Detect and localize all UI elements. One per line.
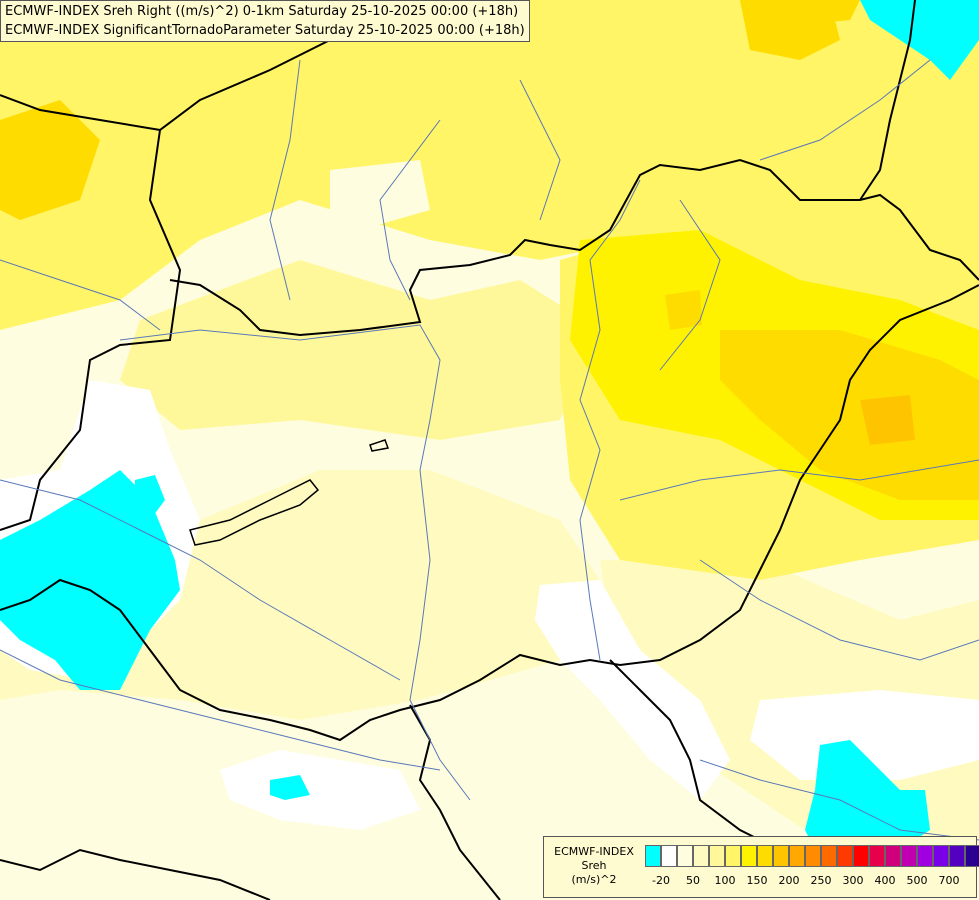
legend-tick-label: 150: [746, 874, 768, 887]
field-yellow-center: [120, 260, 600, 440]
legend-tick-label: 300: [842, 874, 864, 887]
country-border-sw: [0, 848, 271, 900]
legend-swatch: [933, 845, 949, 867]
river-ne: [759, 59, 931, 161]
lake-outline: [189, 479, 320, 546]
legend-swatch: [677, 845, 693, 867]
river-se: [699, 759, 979, 841]
legend-swatch: [901, 845, 917, 867]
legend-tick-label: 200: [778, 874, 800, 887]
legend-swatch: [821, 845, 837, 867]
legend-swatch: [741, 845, 757, 867]
title-line-stp: ECMWF-INDEX SignificantTornadoParameter …: [5, 23, 525, 38]
legend-swatch: [949, 845, 965, 867]
legend-label-variable: Sreh: [581, 859, 607, 872]
field-cyan-west-small: [135, 475, 165, 520]
legend-swatch: [789, 845, 805, 867]
legend-swatch: [773, 845, 789, 867]
legend-swatch: [693, 845, 709, 867]
legend-swatch: [757, 845, 773, 867]
field-orange-east: [860, 395, 915, 445]
field-cyan-west: [0, 470, 180, 690]
legend-swatch: [725, 845, 741, 867]
legend-tick-label: 250: [810, 874, 832, 887]
river-east-1: [619, 459, 979, 501]
legend-swatch: [805, 845, 821, 867]
field-white-north: [330, 160, 430, 230]
country-border-ne: [859, 0, 916, 201]
field-white-se: [750, 690, 979, 780]
river-north-1: [269, 59, 301, 301]
river-east-3: [659, 199, 721, 371]
legend-swatch: [869, 845, 885, 867]
legend-tick-label: 100: [714, 874, 736, 887]
color-legend: ECMWF-INDEX Sreh (m/s)^2 -20 50 100 150 200 2…: [543, 836, 979, 898]
field-cyan-ne: [860, 0, 979, 80]
field-gold-northwest: [0, 100, 100, 220]
river-north-3: [519, 79, 561, 221]
river-sava: [0, 649, 441, 771]
legend-label: ECMWF-INDEX Sreh (m/s)^2: [548, 845, 640, 887]
legend-swatch: [709, 845, 725, 867]
rivers: [0, 59, 979, 841]
river-north-2: [379, 119, 441, 301]
country-border-east: [0, 284, 979, 742]
legend-swatch: [661, 845, 677, 867]
map-title-box: ECMWF-INDEX Sreh Right ((m/s)^2) 0-1km S…: [0, 0, 530, 42]
field-white-sw: [220, 750, 420, 830]
legend-tick-label: -20: [652, 874, 670, 887]
country-border-west: [0, 94, 182, 531]
legend-label-source: ECMWF-INDEX: [554, 845, 634, 858]
field-gold-east: [720, 330, 979, 500]
legend-tick-label: 400: [874, 874, 896, 887]
legend-swatch: [645, 845, 661, 867]
field-cyan-se: [805, 740, 930, 860]
lake-outline-small: [369, 439, 390, 452]
legend-tick-label: 50: [686, 874, 700, 887]
legend-swatch: [917, 845, 933, 867]
field-gold-ne: [780, 0, 860, 25]
legend-ticks: -20 50 100 150 200 250 300 400 500 700: [645, 874, 975, 890]
field-cyan-south: [270, 775, 310, 800]
legend-swatch: [885, 845, 901, 867]
legend-swatch: [965, 845, 979, 867]
legend-label-unit: (m/s)^2: [571, 873, 617, 886]
country-border-se: [609, 659, 761, 841]
legend-swatches: [645, 845, 979, 867]
field-orange-center: [665, 290, 702, 330]
river-tisza: [579, 179, 641, 661]
river-drava: [0, 479, 401, 681]
country-border-central-north: [169, 158, 979, 337]
river-west: [0, 259, 161, 331]
legend-swatch: [837, 845, 853, 867]
field-white-south: [535, 580, 730, 800]
river-danube: [119, 324, 471, 801]
legend-tick-label: 700: [938, 874, 960, 887]
legend-tick-label: 500: [906, 874, 928, 887]
legend-swatch: [853, 845, 869, 867]
river-east-2: [699, 559, 979, 661]
title-line-sreh: ECMWF-INDEX Sreh Right ((m/s)^2) 0-1km S…: [5, 4, 519, 19]
